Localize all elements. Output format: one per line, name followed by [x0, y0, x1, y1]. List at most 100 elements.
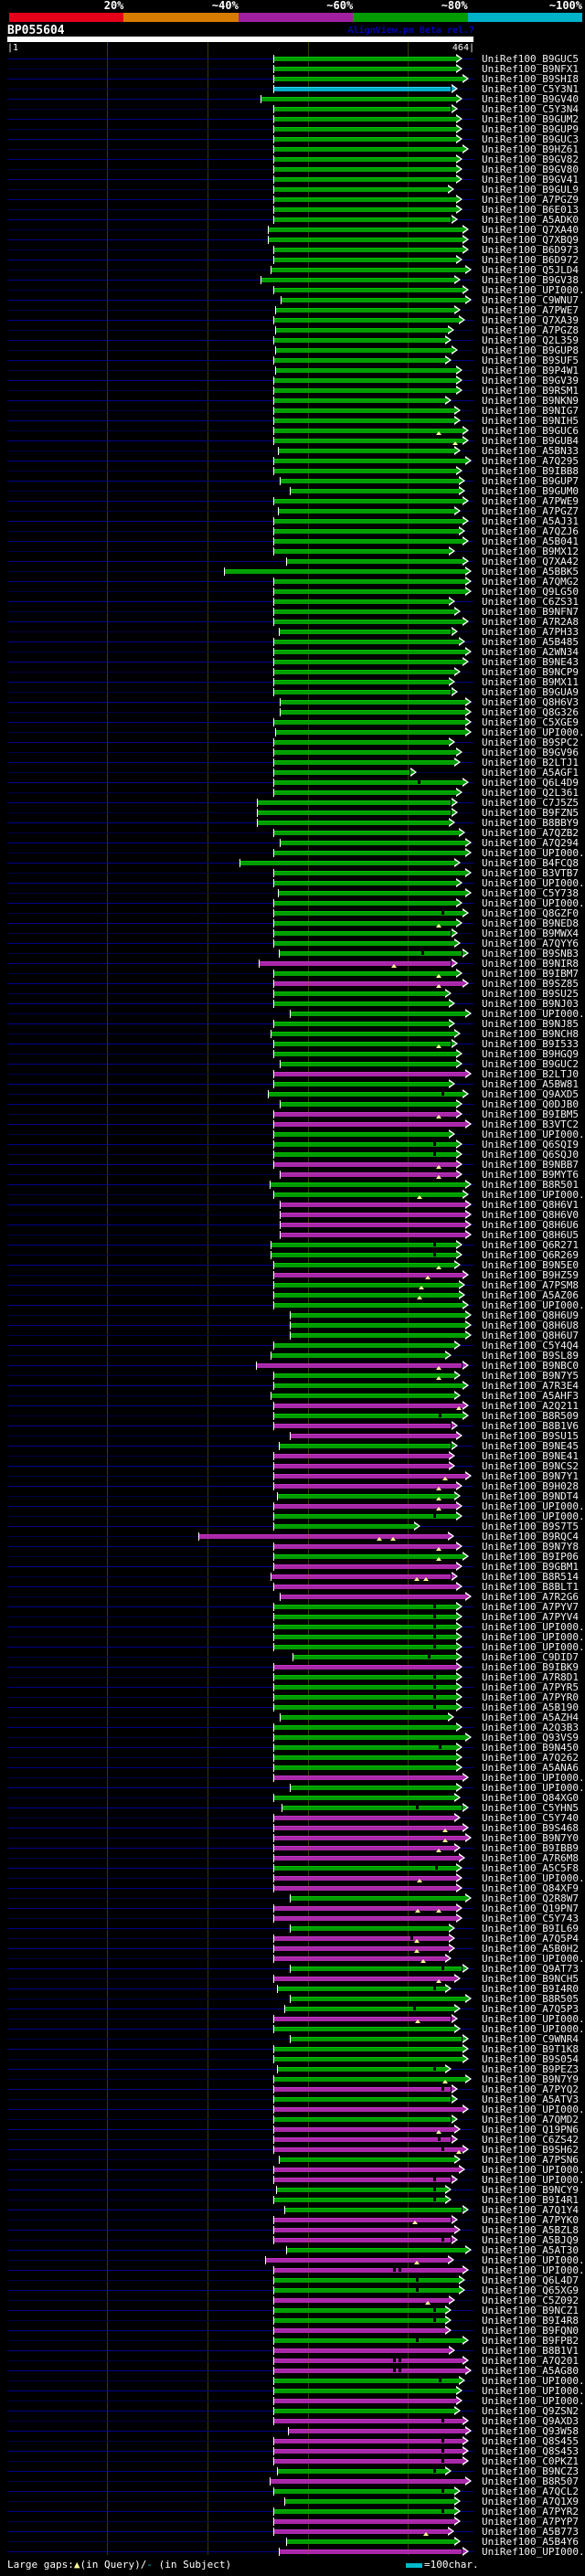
arrowhead-icon-fill	[453, 1493, 459, 1499]
hit-label: UniRef100_B9SPC2	[482, 737, 579, 748]
hsp-start-tick	[273, 2055, 275, 2063]
hit-label: UniRef100_A5B4Y6	[482, 2536, 579, 2548]
hit-label: UniRef100_B9HZ61	[482, 143, 579, 155]
hsp-start-tick	[273, 1271, 275, 1279]
subject-gap-marker	[432, 2198, 436, 2201]
arrowhead-icon-fill	[464, 1322, 470, 1328]
subject-gap-marker	[432, 1635, 436, 1638]
hsp-start-tick	[273, 2357, 275, 2365]
row-guide-line	[7, 2340, 473, 2341]
key-segment-4	[353, 13, 468, 22]
row-guide-line	[7, 883, 473, 884]
row-guide-line	[7, 1657, 473, 1658]
arrowhead-icon-fill	[453, 2408, 459, 2413]
subject-gap-marker	[441, 911, 444, 915]
hsp-start-tick	[270, 1181, 271, 1189]
arrowhead-icon-fill	[462, 558, 467, 564]
row-guide-line	[7, 2240, 473, 2241]
arrowhead-icon-fill	[464, 840, 470, 845]
hit-label: UniRef100_Q8S453	[482, 2445, 579, 2457]
arrowhead-icon-fill	[462, 227, 467, 232]
hit-bar	[274, 2369, 465, 2373]
arrowhead-icon-fill	[448, 1714, 453, 1720]
hit-label: UniRef100_A5AJ31	[482, 515, 579, 527]
hsp-start-tick	[273, 638, 275, 646]
subject-gap-marker	[392, 2369, 396, 2372]
hit-label: UniRef100_B9SUF5	[482, 355, 579, 366]
arrowhead-icon-fill	[459, 2277, 464, 2283]
hit-bar	[274, 2017, 452, 2021]
hit-bar	[286, 559, 463, 564]
arrowhead-icon-fill	[444, 2066, 450, 2072]
hsp-start-tick	[279, 1211, 281, 1219]
arrowhead-icon-fill	[462, 981, 467, 986]
hsp-start-tick	[273, 2528, 275, 2536]
arrowhead-icon-fill	[464, 588, 470, 594]
hsp-start-tick	[273, 75, 275, 83]
hsp-start-tick	[277, 507, 279, 515]
hit-label: UniRef100_A7R3E4	[482, 1380, 579, 1392]
hit-bar	[274, 2097, 452, 2102]
hit-bar	[274, 1585, 456, 1589]
hit-label: UniRef100_B9NE45	[482, 1440, 579, 1452]
hsp-start-tick	[273, 2377, 275, 2385]
query-gap-marker	[436, 924, 442, 928]
arrowhead-icon-fill	[462, 910, 467, 916]
hit-label: UniRef100_Q19PN6	[482, 2124, 579, 2136]
hsp-start-tick	[273, 779, 275, 787]
row-guide-line	[7, 320, 473, 321]
hit-label: UniRef100_A5AGF1	[482, 767, 579, 779]
hit-bar	[274, 1082, 450, 1087]
row-guide-line	[7, 1124, 473, 1125]
hit-bar	[274, 157, 456, 162]
hit-label: UniRef100_Q19PN7	[482, 1903, 579, 1914]
hit-bar	[274, 1866, 456, 1871]
hsp-start-tick	[292, 1653, 294, 1661]
hit-label: UniRef100_B9IBM5	[482, 1108, 579, 1120]
row-guide-line	[7, 521, 473, 522]
arrowhead-icon-fill	[462, 2458, 467, 2464]
row-guide-line	[7, 1023, 473, 1024]
hit-label: UniRef100_A5B773	[482, 2526, 579, 2538]
subject-gap-marker	[438, 2137, 441, 2141]
hit-bar	[274, 1755, 456, 1760]
arrowhead-icon-fill	[462, 1383, 467, 1388]
hit-bar	[274, 1705, 456, 1710]
hit-label: UniRef100_B9GV39	[482, 375, 579, 387]
row-guide-line	[7, 641, 473, 642]
hsp-start-tick	[273, 899, 275, 907]
hit-label: UniRef100_UPI000..	[482, 2546, 585, 2558]
query-gap-marker	[414, 1577, 420, 1581]
hsp-start-tick	[273, 1754, 275, 1762]
hit-bar	[274, 2228, 454, 2232]
hit-label: UniRef100_C5XGE9	[482, 716, 579, 728]
hit-bar	[274, 1796, 454, 1800]
hit-label: UniRef100_Q9AXD5	[482, 1088, 579, 1100]
hit-label: UniRef100_B9SU25	[482, 988, 579, 1000]
hit-bar	[274, 167, 456, 172]
hit-bar	[274, 1846, 454, 1850]
subject-gap-marker	[416, 2338, 420, 2342]
row-guide-line	[7, 2099, 473, 2100]
hit-bar	[274, 1484, 456, 1489]
hit-bar	[285, 2499, 454, 2504]
hit-bar	[280, 700, 465, 705]
hit-bar	[274, 1665, 456, 1670]
row-guide-line	[7, 481, 473, 482]
arrowhead-icon-fill	[462, 1272, 467, 1277]
hit-bar	[274, 1524, 414, 1529]
subject-gap-marker	[392, 2268, 396, 2272]
hit-label: UniRef100_B9SNB3	[482, 948, 579, 959]
hsp-start-tick	[273, 547, 275, 556]
hit-label: UniRef100_A7PGZ8	[482, 324, 579, 336]
arrowhead-icon-fill	[455, 2398, 461, 2403]
hit-label: UniRef100_UPI000..	[482, 2395, 585, 2407]
hit-bar	[274, 610, 454, 614]
query-gap-marker	[436, 1115, 442, 1118]
row-guide-line	[7, 2501, 473, 2502]
hit-bar	[274, 790, 456, 795]
hit-bar	[274, 1635, 456, 1639]
hit-label: UniRef100_B8R509	[482, 1410, 579, 1422]
hit-label: UniRef100_B9NCZ3	[482, 2465, 579, 2477]
hit-bar	[274, 87, 452, 91]
